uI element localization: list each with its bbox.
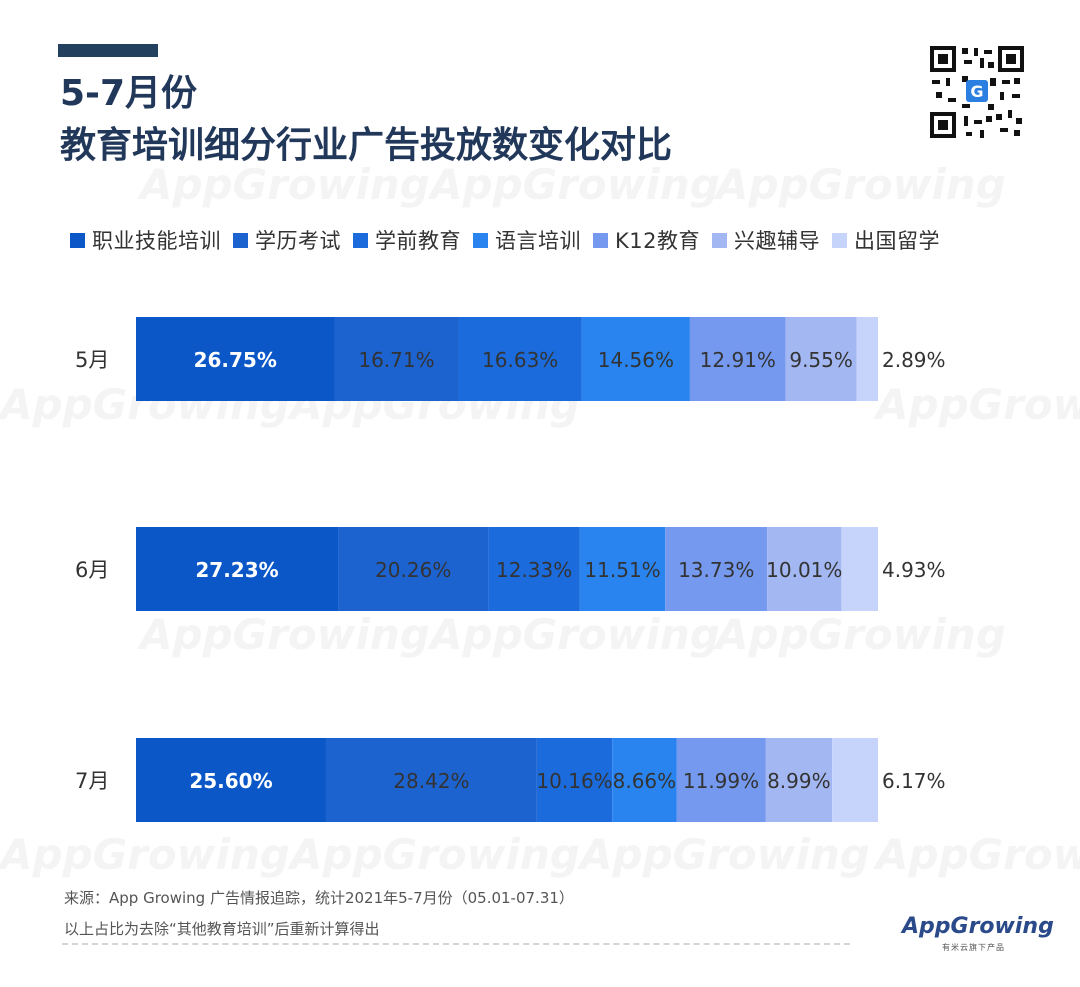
watermark: AppGrowing	[876, 380, 1080, 429]
watermark: AppGrowing	[0, 830, 290, 879]
data-label: 16.63%	[482, 348, 558, 372]
qr-code-icon: G	[928, 44, 1026, 140]
legend-label: 兴趣辅导	[734, 229, 820, 253]
page-title-line2: 教育培训细分行业广告投放数变化对比	[60, 125, 673, 166]
bar-segment	[579, 527, 666, 611]
bar-segment	[841, 527, 878, 611]
watermark: AppGrowing	[716, 610, 1006, 659]
legend-item: 职业技能培训	[70, 225, 221, 255]
watermark: AppGrowing	[430, 610, 720, 659]
bar-segment	[767, 527, 842, 611]
bar-segment	[856, 317, 878, 401]
legend-label: 学前教育	[375, 229, 461, 253]
legend-swatch	[593, 232, 608, 248]
data-label: 25.60%	[189, 769, 272, 793]
legend-swatch	[473, 232, 488, 248]
category-label: 6月	[75, 558, 109, 582]
legend-label: 出国留学	[854, 229, 940, 253]
data-label: 10.01%	[766, 558, 842, 582]
bar-segment	[136, 738, 326, 822]
data-label: 6.17%	[882, 769, 946, 793]
bar-segment	[665, 527, 768, 611]
watermark: AppGrowing	[430, 160, 720, 209]
bar-segment	[676, 738, 766, 822]
data-label: 12.91%	[700, 348, 776, 372]
legend-label: 语言培训	[495, 229, 581, 253]
data-label: 8.99%	[767, 769, 831, 793]
watermark: AppGrowing	[580, 830, 870, 879]
bar-segment	[832, 738, 878, 822]
bar-segment	[458, 317, 582, 401]
data-label: 10.16%	[536, 769, 612, 793]
bar-segment	[689, 317, 786, 401]
data-label: 8.66%	[613, 769, 677, 793]
calculation-note: 以上占比为去除“其他教育培训”后重新计算得出	[64, 920, 380, 938]
legend-label: K12教育	[615, 229, 700, 253]
data-label: 13.73%	[678, 558, 754, 582]
bar-segment	[765, 738, 833, 822]
page-title-line1: 5-7月份	[60, 73, 198, 114]
appgrowing-logo: AppGrowing	[902, 914, 1054, 939]
watermark: AppGrowing	[290, 830, 580, 879]
watermark: AppGrowing	[716, 160, 1006, 209]
category-label: 5月	[75, 348, 109, 372]
legend-item: 学历考试	[233, 225, 341, 255]
bar-segment	[536, 738, 613, 822]
source-note: 来源：App Growing 广告情报追踪，统计2021年5-7月份（05.01…	[64, 889, 574, 907]
category-label: 7月	[75, 769, 109, 793]
legend-swatch	[832, 232, 847, 248]
legend-item: K12教育	[593, 225, 700, 255]
data-label: 27.23%	[195, 558, 278, 582]
data-label: 11.51%	[584, 558, 660, 582]
data-label: 9.55%	[789, 348, 853, 372]
title-accent-bar	[58, 44, 158, 57]
appgrowing-logo-subtitle: 有米云旗下产品	[942, 943, 1005, 952]
data-label: 16.71%	[358, 348, 434, 372]
bar-segment	[581, 317, 690, 401]
watermark: AppGrowing	[140, 610, 430, 659]
data-label: 12.33%	[496, 558, 572, 582]
footer-divider	[62, 943, 850, 945]
watermark: AppGrowing	[876, 830, 1080, 879]
legend-item: 兴趣辅导	[712, 225, 820, 255]
chart-legend: 职业技能培训 学历考试 学前教育 语言培训 K12教育 兴趣辅导 出国留学	[70, 224, 952, 256]
legend-item: 语言培训	[473, 225, 581, 255]
bar-segment	[488, 527, 580, 611]
bar-segment	[338, 527, 489, 611]
legend-item: 出国留学	[832, 225, 940, 255]
data-label: 14.56%	[598, 348, 674, 372]
data-label: 26.75%	[194, 348, 277, 372]
legend-item: 学前教育	[353, 225, 461, 255]
bar-segment	[325, 738, 537, 822]
legend-label: 学历考试	[255, 229, 341, 253]
data-label: 2.89%	[882, 348, 946, 372]
data-label: 28.42%	[393, 769, 469, 793]
data-label: 11.99%	[683, 769, 759, 793]
legend-swatch	[712, 232, 727, 248]
watermark: AppGrowing	[140, 160, 430, 209]
legend-swatch	[70, 232, 85, 248]
data-label: 20.26%	[375, 558, 451, 582]
legend-swatch	[233, 232, 248, 248]
legend-label: 职业技能培训	[92, 229, 221, 253]
svg-text:G: G	[970, 82, 983, 101]
bar-segment	[136, 317, 335, 401]
data-label: 4.93%	[882, 558, 946, 582]
bar-segment	[785, 317, 857, 401]
bar-segment	[612, 738, 677, 822]
bar-segment	[136, 527, 339, 611]
legend-swatch	[353, 232, 368, 248]
bar-segment	[334, 317, 459, 401]
